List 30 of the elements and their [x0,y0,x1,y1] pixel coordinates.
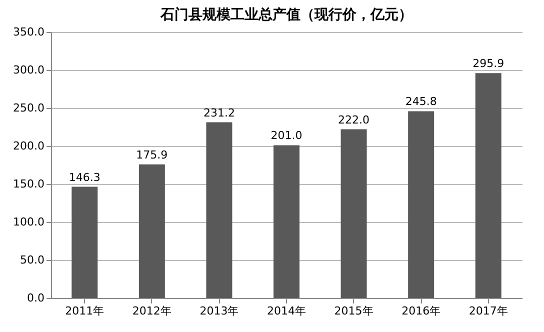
bar [72,186,98,298]
x-tick-label: 2015年 [334,304,374,318]
bar [138,164,165,298]
y-tick-label: 50.0 [20,254,44,266]
y-tick-label: 0.0 [27,292,44,304]
bar [475,73,502,298]
y-tick-label: 250.0 [13,102,44,114]
x-tick-label: 2017年 [468,304,508,318]
data-label: 146.3 [68,170,100,184]
bar [340,129,367,298]
chart-title: 石门县规模工业总产值（现行价，亿元） [160,6,412,23]
y-tick-label: 300.0 [13,64,44,76]
data-label: 231.2 [203,106,235,120]
x-tick-label: 2011年 [65,304,104,318]
x-tick-label: 2013年 [200,304,239,318]
bar [206,122,232,298]
x-tick-label: 2012年 [132,304,172,318]
bar [274,145,300,298]
y-tick-label: 200.0 [13,140,44,152]
y-tick-label: 350.0 [13,26,44,38]
x-tick-label: 2016年 [402,304,441,318]
y-tick-label: 150.0 [13,178,44,190]
data-label: 201.0 [270,129,302,142]
x-tick-label: 2014年 [267,304,306,318]
bar [408,111,434,298]
data-label: 175.9 [136,148,168,162]
data-label: 295.9 [472,57,504,70]
y-tick-label: 100.0 [13,216,44,228]
data-label: 222.0 [338,113,370,126]
data-label: 245.8 [405,95,437,108]
